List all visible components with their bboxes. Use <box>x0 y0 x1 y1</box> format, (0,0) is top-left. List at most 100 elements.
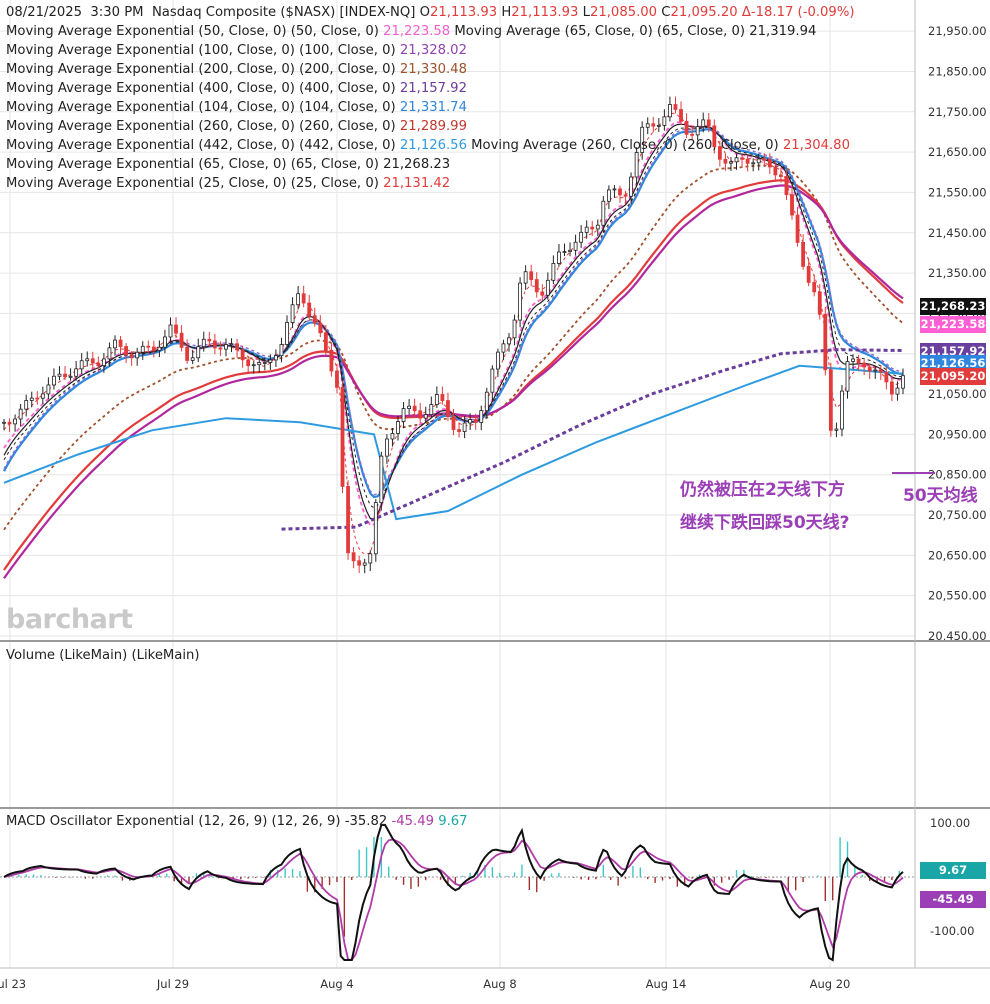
candle-body <box>873 369 878 372</box>
y-tick-label: 20,550.00 <box>928 589 987 603</box>
candle-body <box>163 336 167 348</box>
candle-body <box>618 188 622 196</box>
candle-body <box>151 346 156 351</box>
candle-body <box>518 282 522 321</box>
legend-row: Moving Average Exponential (442, Close, … <box>6 136 855 155</box>
candle-body <box>285 322 289 345</box>
candle-body <box>767 159 772 168</box>
candle-body <box>773 166 778 176</box>
candle-body <box>817 291 822 315</box>
candle-body <box>573 241 578 251</box>
candle-body <box>529 271 534 280</box>
y-tick-label: 21,550.00 <box>928 185 987 199</box>
candle-body <box>207 338 212 342</box>
candle-body <box>218 347 223 350</box>
candle-body <box>57 373 62 377</box>
candle-body <box>390 433 395 440</box>
candle-body <box>135 351 140 359</box>
candle-body <box>712 125 717 148</box>
candle-body <box>679 109 683 122</box>
candle-body <box>385 438 389 457</box>
candle-body <box>124 346 128 356</box>
barchart-watermark: barchart <box>6 604 133 635</box>
candle-body <box>557 251 561 264</box>
candle-body <box>412 405 417 412</box>
candle-body <box>201 338 206 348</box>
candle-body <box>462 422 467 432</box>
candle-body <box>656 124 661 127</box>
header-open-label: O <box>419 5 431 20</box>
candle-body <box>690 133 695 136</box>
header-low: 21,085.00 <box>589 5 658 20</box>
candle-body <box>756 158 761 164</box>
candle-body <box>451 416 456 430</box>
candle-body <box>706 119 711 127</box>
candle-body <box>856 358 861 364</box>
candle-body <box>645 123 650 128</box>
candle-body <box>490 368 495 393</box>
candle-body <box>851 358 855 362</box>
candle-body <box>101 358 106 366</box>
y-tick-label: 20,650.00 <box>928 548 987 562</box>
candle-body <box>834 428 839 431</box>
candle-body <box>801 241 806 267</box>
y-tick-label: 20,750.00 <box>928 508 987 522</box>
y-tick-label: 21,450.00 <box>928 226 987 240</box>
macd-title-text: MACD Oscillator Exponential (12, 26, 9) … <box>6 814 341 829</box>
header-low-label: L <box>582 5 590 20</box>
candle-body <box>373 502 378 555</box>
legend-value: 21,330.48 <box>399 62 467 77</box>
candle-body <box>651 123 656 127</box>
candle-body <box>790 194 794 216</box>
legend-value: 21,304.80 <box>782 138 850 153</box>
annotation-line1: 仍然被压在2天线下方 <box>680 480 845 500</box>
candle-body <box>235 343 239 351</box>
price-tag: 21,268.23 <box>920 298 986 316</box>
candle-body <box>840 390 844 430</box>
candle-body <box>318 322 323 334</box>
candle-body <box>512 319 517 339</box>
candle-body <box>823 313 828 371</box>
legend-value: 21,157.92 <box>399 81 467 96</box>
candle-body <box>606 189 611 202</box>
header-change: Δ-18.17 (-0.09%) <box>741 5 855 20</box>
legend-value: 21,223.58 <box>383 24 451 39</box>
candle-body <box>623 194 628 197</box>
candle-body <box>379 455 384 504</box>
x-tick-label: Aug 20 <box>810 977 851 991</box>
candle-body <box>335 370 339 388</box>
candle-body <box>296 293 301 306</box>
candle-body <box>751 162 756 165</box>
candle-body <box>7 421 12 425</box>
candle-body <box>351 552 356 562</box>
candle-body <box>878 369 883 373</box>
candle-body <box>523 271 528 284</box>
macd-tick-label: 100.00 <box>930 816 970 830</box>
legend-label: Moving Average Exponential (400, Close, … <box>6 81 396 96</box>
legend-rows: Moving Average Exponential (50, Close, 0… <box>6 22 855 193</box>
legend-label: Moving Average Exponential (65, Close, 0… <box>6 157 379 172</box>
legend-label: Moving Average (65, Close, 0) (65, Close… <box>454 24 746 39</box>
candle-body <box>507 337 511 345</box>
candle-body <box>96 362 101 366</box>
candle-body <box>362 562 367 566</box>
legend-row: Moving Average Exponential (50, Close, 0… <box>6 22 855 41</box>
header-high-label: H <box>501 5 512 20</box>
candle-body <box>185 346 190 361</box>
candle-body <box>107 347 112 360</box>
candle-body <box>795 214 800 243</box>
candle-body <box>540 291 545 296</box>
candle-body <box>634 152 639 178</box>
y-tick-label: 21,050.00 <box>928 387 987 401</box>
header-date: 08/21/2025 <box>6 5 83 20</box>
candle-body <box>85 358 90 362</box>
candle-body <box>562 251 567 253</box>
candle-body <box>601 200 606 226</box>
candle-body <box>52 375 56 386</box>
candle-body <box>595 224 600 230</box>
candle-body <box>29 397 34 401</box>
macd-tick-label: -100.00 <box>930 924 974 938</box>
header-high: 21,113.93 <box>511 5 579 20</box>
legend-label: Moving Average Exponential (25, Close, 0… <box>6 176 379 191</box>
candle-body <box>63 373 67 378</box>
